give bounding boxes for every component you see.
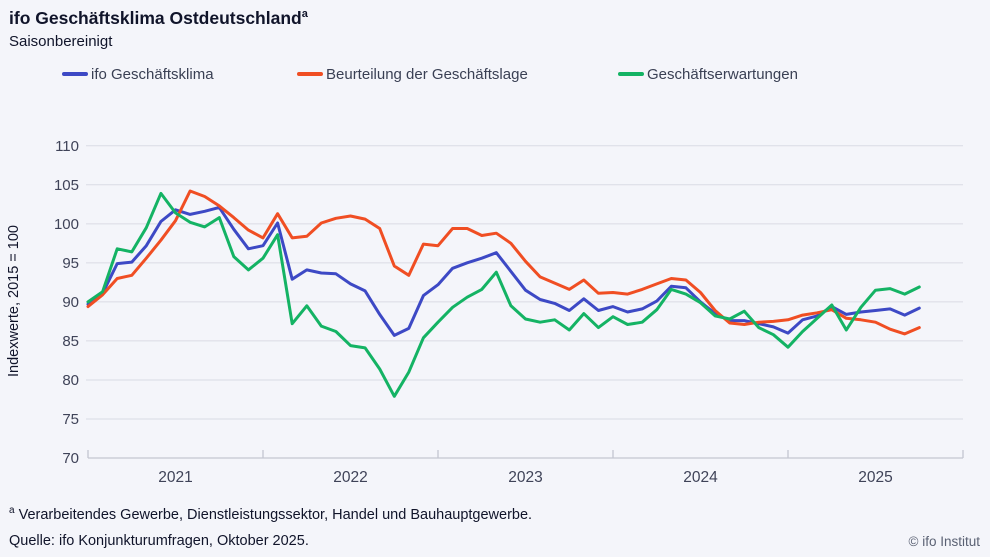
data-line-geschaeftsklima <box>86 205 921 337</box>
footnote-text: Verarbeitendes Gewerbe, Dienstleistungss… <box>18 506 533 523</box>
chart-footnote: a Verarbeitendes Gewerbe, Dienstleistung… <box>9 505 532 523</box>
y-tick-label: 110 <box>55 138 79 155</box>
chart-source: Quelle: ifo Konjunkturumfragen, Oktober … <box>9 533 309 549</box>
copyright-note: © ifo Institut <box>908 534 980 549</box>
chart-subtitle: Saisonbereinigt <box>9 32 113 50</box>
page-title-text: ifo Geschäftsklima Ostdeutschland <box>9 8 302 28</box>
x-tick-label-2023: 2023 <box>508 469 542 486</box>
y-tick-label: 90 <box>62 294 79 311</box>
x-tick-label-2025: 2025 <box>858 469 892 486</box>
legend-dash-icon <box>618 72 644 76</box>
y-tick-label: 95 <box>62 255 79 272</box>
legend-item-2: Beurteilung der Geschäftslage <box>297 62 528 86</box>
page-title: ifo Geschäftsklima Ostdeutschlanda <box>9 8 308 30</box>
legend-item-1: ifo Geschäftsklima <box>62 62 214 86</box>
legend-dash-icon <box>297 72 323 76</box>
y-tick-label: 100 <box>54 216 79 233</box>
y-tick-label: 85 <box>62 333 79 350</box>
legend-label: Geschäftserwartungen <box>647 65 798 83</box>
y-tick-label: 105 <box>54 177 79 194</box>
x-tick-label-2024: 2024 <box>683 469 718 486</box>
y-axis-label: Indexwerte, 2015 = 100 <box>6 225 22 377</box>
title-superscript: a <box>301 8 308 21</box>
data-line-geschaeftserwartungen <box>86 191 921 398</box>
x-tick-label-2022: 2022 <box>333 469 367 486</box>
chart-header: ifo Geschäftsklima Ostdeutschlanda Saiso… <box>9 8 308 50</box>
legend-dash-icon <box>62 72 88 76</box>
legend-label: Beurteilung der Geschäftslage <box>326 65 528 83</box>
legend-label: ifo Geschäftsklima <box>91 65 214 83</box>
x-tick-label-2021: 2021 <box>158 469 192 486</box>
data-line-geschaeftslage <box>86 189 921 336</box>
legend-item-3: Geschäftserwartungen <box>618 62 798 86</box>
y-tick-label: 80 <box>62 372 79 389</box>
footnote-superscript: a <box>9 505 15 516</box>
y-tick-label: 75 <box>62 411 79 428</box>
chart-legend: ifo Geschäftsklima Beurteilung der Geschä… <box>0 62 990 86</box>
y-tick-label: 70 <box>62 450 79 467</box>
